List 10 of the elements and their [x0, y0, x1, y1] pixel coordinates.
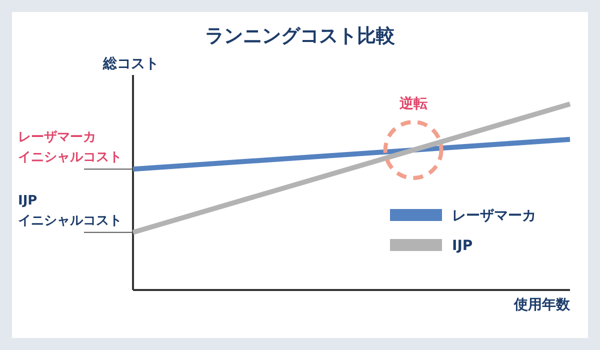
annotation: IJP	[18, 193, 38, 208]
annotation: イニシャルコスト	[18, 213, 122, 228]
annotation: イニシャルコスト	[18, 150, 122, 166]
x-axis-title: 使用年数	[513, 297, 571, 313]
legend-label: IJP	[452, 238, 473, 254]
chart-title: ランニングコスト比較	[205, 25, 396, 47]
legend-label: レーザマーカ	[452, 208, 536, 224]
y-axis-title: 総コスト	[102, 56, 159, 72]
annotation: レーザマーカ	[18, 130, 96, 146]
annotation: 逆転	[398, 95, 428, 112]
